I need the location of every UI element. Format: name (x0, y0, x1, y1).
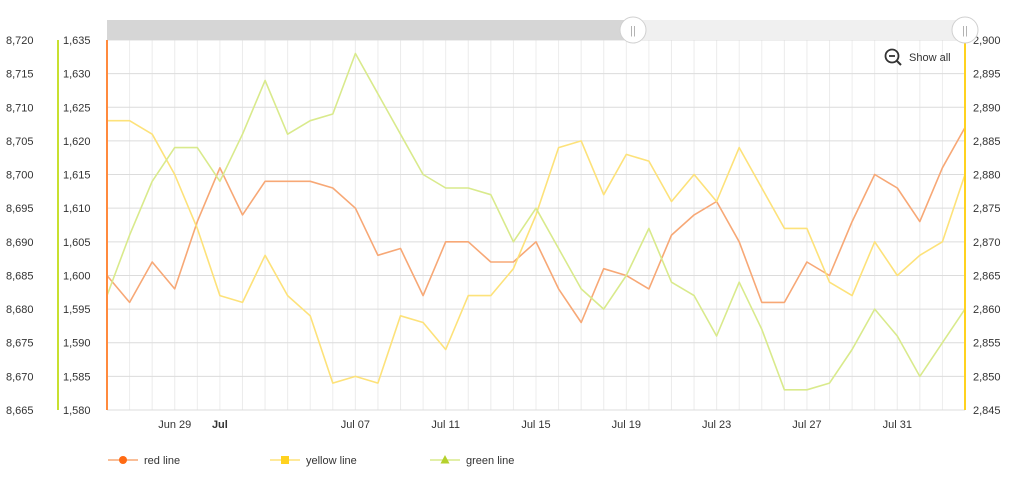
green-axis-tick-label: 1,610 (63, 203, 91, 215)
x-axis-tick-label: Jul 31 (883, 419, 912, 431)
triangle-marker-icon (440, 455, 450, 464)
green-axis-tick-label: 1,620 (63, 136, 91, 148)
red-axis-tick-label: 8,710 (6, 102, 34, 114)
handle-grip-icon: || (962, 25, 968, 37)
red-axis-tick-label: 8,705 (6, 136, 34, 148)
red-axis-tick-label: 8,690 (6, 237, 34, 249)
green-axis-tick-label: 1,580 (63, 405, 91, 417)
x-axis-tick-label: Jul 19 (612, 419, 641, 431)
green-series-line (106, 52, 966, 391)
yellow-axis-tick-label: 2,850 (973, 371, 1001, 383)
handle-grip-icon: || (630, 25, 636, 37)
red-axis-tick-label: 8,695 (6, 203, 34, 215)
handle-circle (619, 16, 647, 44)
green-axis-tick-label: 1,615 (63, 170, 91, 182)
red-axis-tick-label: 8,670 (6, 371, 34, 383)
legend-label: yellow line (306, 455, 357, 467)
red-axis-tick-label: 8,700 (6, 170, 34, 182)
legend-item-yellow[interactable]: yellow line (270, 455, 357, 467)
x-axis-tick-label: Jul 27 (792, 419, 821, 431)
yellow-axis-tick-label: 2,870 (973, 237, 1001, 249)
legend-label: green line (466, 455, 514, 467)
scrollbar[interactable]: || || (107, 16, 979, 44)
red-axis-tick-label: 8,715 (6, 69, 34, 81)
square-marker-icon (281, 456, 289, 464)
zoom-out-icon (884, 48, 902, 66)
grid (106, 39, 966, 411)
scrollbar-unselected-range (107, 20, 633, 40)
yellow-axis-tick-label: 2,855 (973, 338, 1001, 350)
show-all-button[interactable]: Show all (884, 48, 951, 66)
green-axis-tick-label: 1,635 (63, 35, 91, 47)
x-axis-tick-label: Jul 11 (431, 419, 460, 431)
yellow-axis-tick-label: 2,895 (973, 69, 1001, 81)
legend-item-green[interactable]: green line (430, 455, 514, 467)
scrollbar-right-handle[interactable]: || (951, 16, 979, 44)
legend-item-red[interactable]: red line (108, 455, 180, 467)
green-axis-tick-label: 1,595 (63, 304, 91, 316)
x-axis-tick-label: Jul 15 (521, 419, 550, 431)
x-axis-tick-label: Jul 07 (341, 419, 370, 431)
handle-circle (951, 16, 979, 44)
legend-label: red line (144, 455, 180, 467)
plot-area (106, 52, 966, 391)
red-axis-tick-label: 8,665 (6, 405, 34, 417)
yellow-axis-tick-label: 2,900 (973, 35, 1001, 47)
axes: 8,665 8,670 8,675 8,680 8,685 8,690 8,695 8,700… (6, 35, 1001, 431)
green-axis-tick-label: 1,630 (63, 69, 91, 81)
red-axis-tick-label: 8,685 (6, 270, 34, 282)
red-axis-tick-label: 8,680 (6, 304, 34, 316)
yellow-axis-tick-label: 2,875 (973, 203, 1001, 215)
red-axis-tick-label: 8,720 (6, 35, 34, 47)
green-axis-tick-label: 1,585 (63, 371, 91, 383)
yellow-axis-tick-label: 2,880 (973, 170, 1001, 182)
green-axis-tick-label: 1,625 (63, 102, 91, 114)
scrollbar-left-handle[interactable]: || (619, 16, 647, 44)
yellow-axis-tick-label: 2,845 (973, 405, 1001, 417)
green-axis-tick-label: 1,600 (63, 270, 91, 282)
show-all-label: Show all (909, 52, 951, 64)
yellow-axis-tick-label: 2,885 (973, 136, 1001, 148)
red-series-line (106, 127, 966, 324)
x-axis-tick-label: Jul (212, 419, 228, 431)
yellow-series-line (107, 119, 966, 384)
x-axis-tick-label: Jul 23 (702, 419, 731, 431)
red-axis-tick-label: 8,675 (6, 338, 34, 350)
yellow-axis-tick-label: 2,860 (973, 304, 1001, 316)
yellow-axis-tick-label: 2,865 (973, 270, 1001, 282)
legend: red line yellow line green line (108, 455, 514, 467)
circle-marker-icon (119, 456, 127, 464)
yellow-axis-tick-label: 2,890 (973, 102, 1001, 114)
green-axis-tick-label: 1,590 (63, 338, 91, 350)
x-axis-tick-label: Jun 29 (158, 419, 191, 431)
green-axis-tick-label: 1,605 (63, 237, 91, 249)
